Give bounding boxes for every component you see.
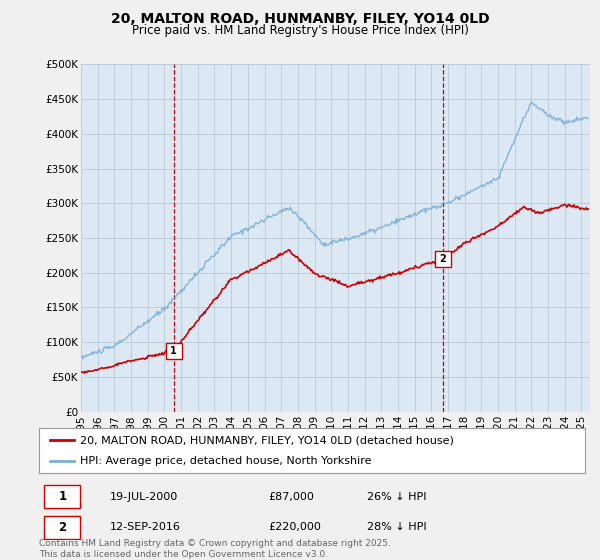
Text: 20, MALTON ROAD, HUNMANBY, FILEY, YO14 0LD: 20, MALTON ROAD, HUNMANBY, FILEY, YO14 0… [110,12,490,26]
Text: 26% ↓ HPI: 26% ↓ HPI [367,492,426,502]
Text: 20, MALTON ROAD, HUNMANBY, FILEY, YO14 0LD (detached house): 20, MALTON ROAD, HUNMANBY, FILEY, YO14 0… [80,436,454,446]
Text: 1: 1 [58,490,67,503]
Text: 19-JUL-2000: 19-JUL-2000 [110,492,178,502]
Text: 2: 2 [440,254,446,264]
Text: 12-SEP-2016: 12-SEP-2016 [110,522,181,533]
FancyBboxPatch shape [44,516,80,539]
Text: £87,000: £87,000 [268,492,314,502]
Text: 1: 1 [170,346,177,356]
Text: Price paid vs. HM Land Registry's House Price Index (HPI): Price paid vs. HM Land Registry's House … [131,24,469,36]
FancyBboxPatch shape [44,486,80,508]
Text: £220,000: £220,000 [268,522,321,533]
Text: Contains HM Land Registry data © Crown copyright and database right 2025.
This d: Contains HM Land Registry data © Crown c… [39,539,391,559]
Text: 2: 2 [58,521,67,534]
Text: HPI: Average price, detached house, North Yorkshire: HPI: Average price, detached house, Nort… [80,456,371,466]
Text: 28% ↓ HPI: 28% ↓ HPI [367,522,426,533]
